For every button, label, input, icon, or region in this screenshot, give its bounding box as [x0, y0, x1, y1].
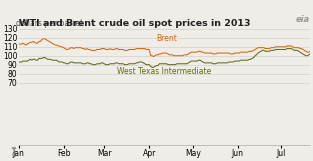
- Text: =
0: = 0: [10, 145, 16, 158]
- Text: eia: eia: [296, 15, 310, 24]
- Text: dollars per barrel: dollars per barrel: [16, 19, 82, 28]
- Text: WTI and Brent crude oil spot prices in 2013: WTI and Brent crude oil spot prices in 2…: [19, 19, 250, 28]
- Text: Brent: Brent: [156, 34, 177, 43]
- Text: West Texas Intermediate: West Texas Intermediate: [117, 67, 212, 76]
